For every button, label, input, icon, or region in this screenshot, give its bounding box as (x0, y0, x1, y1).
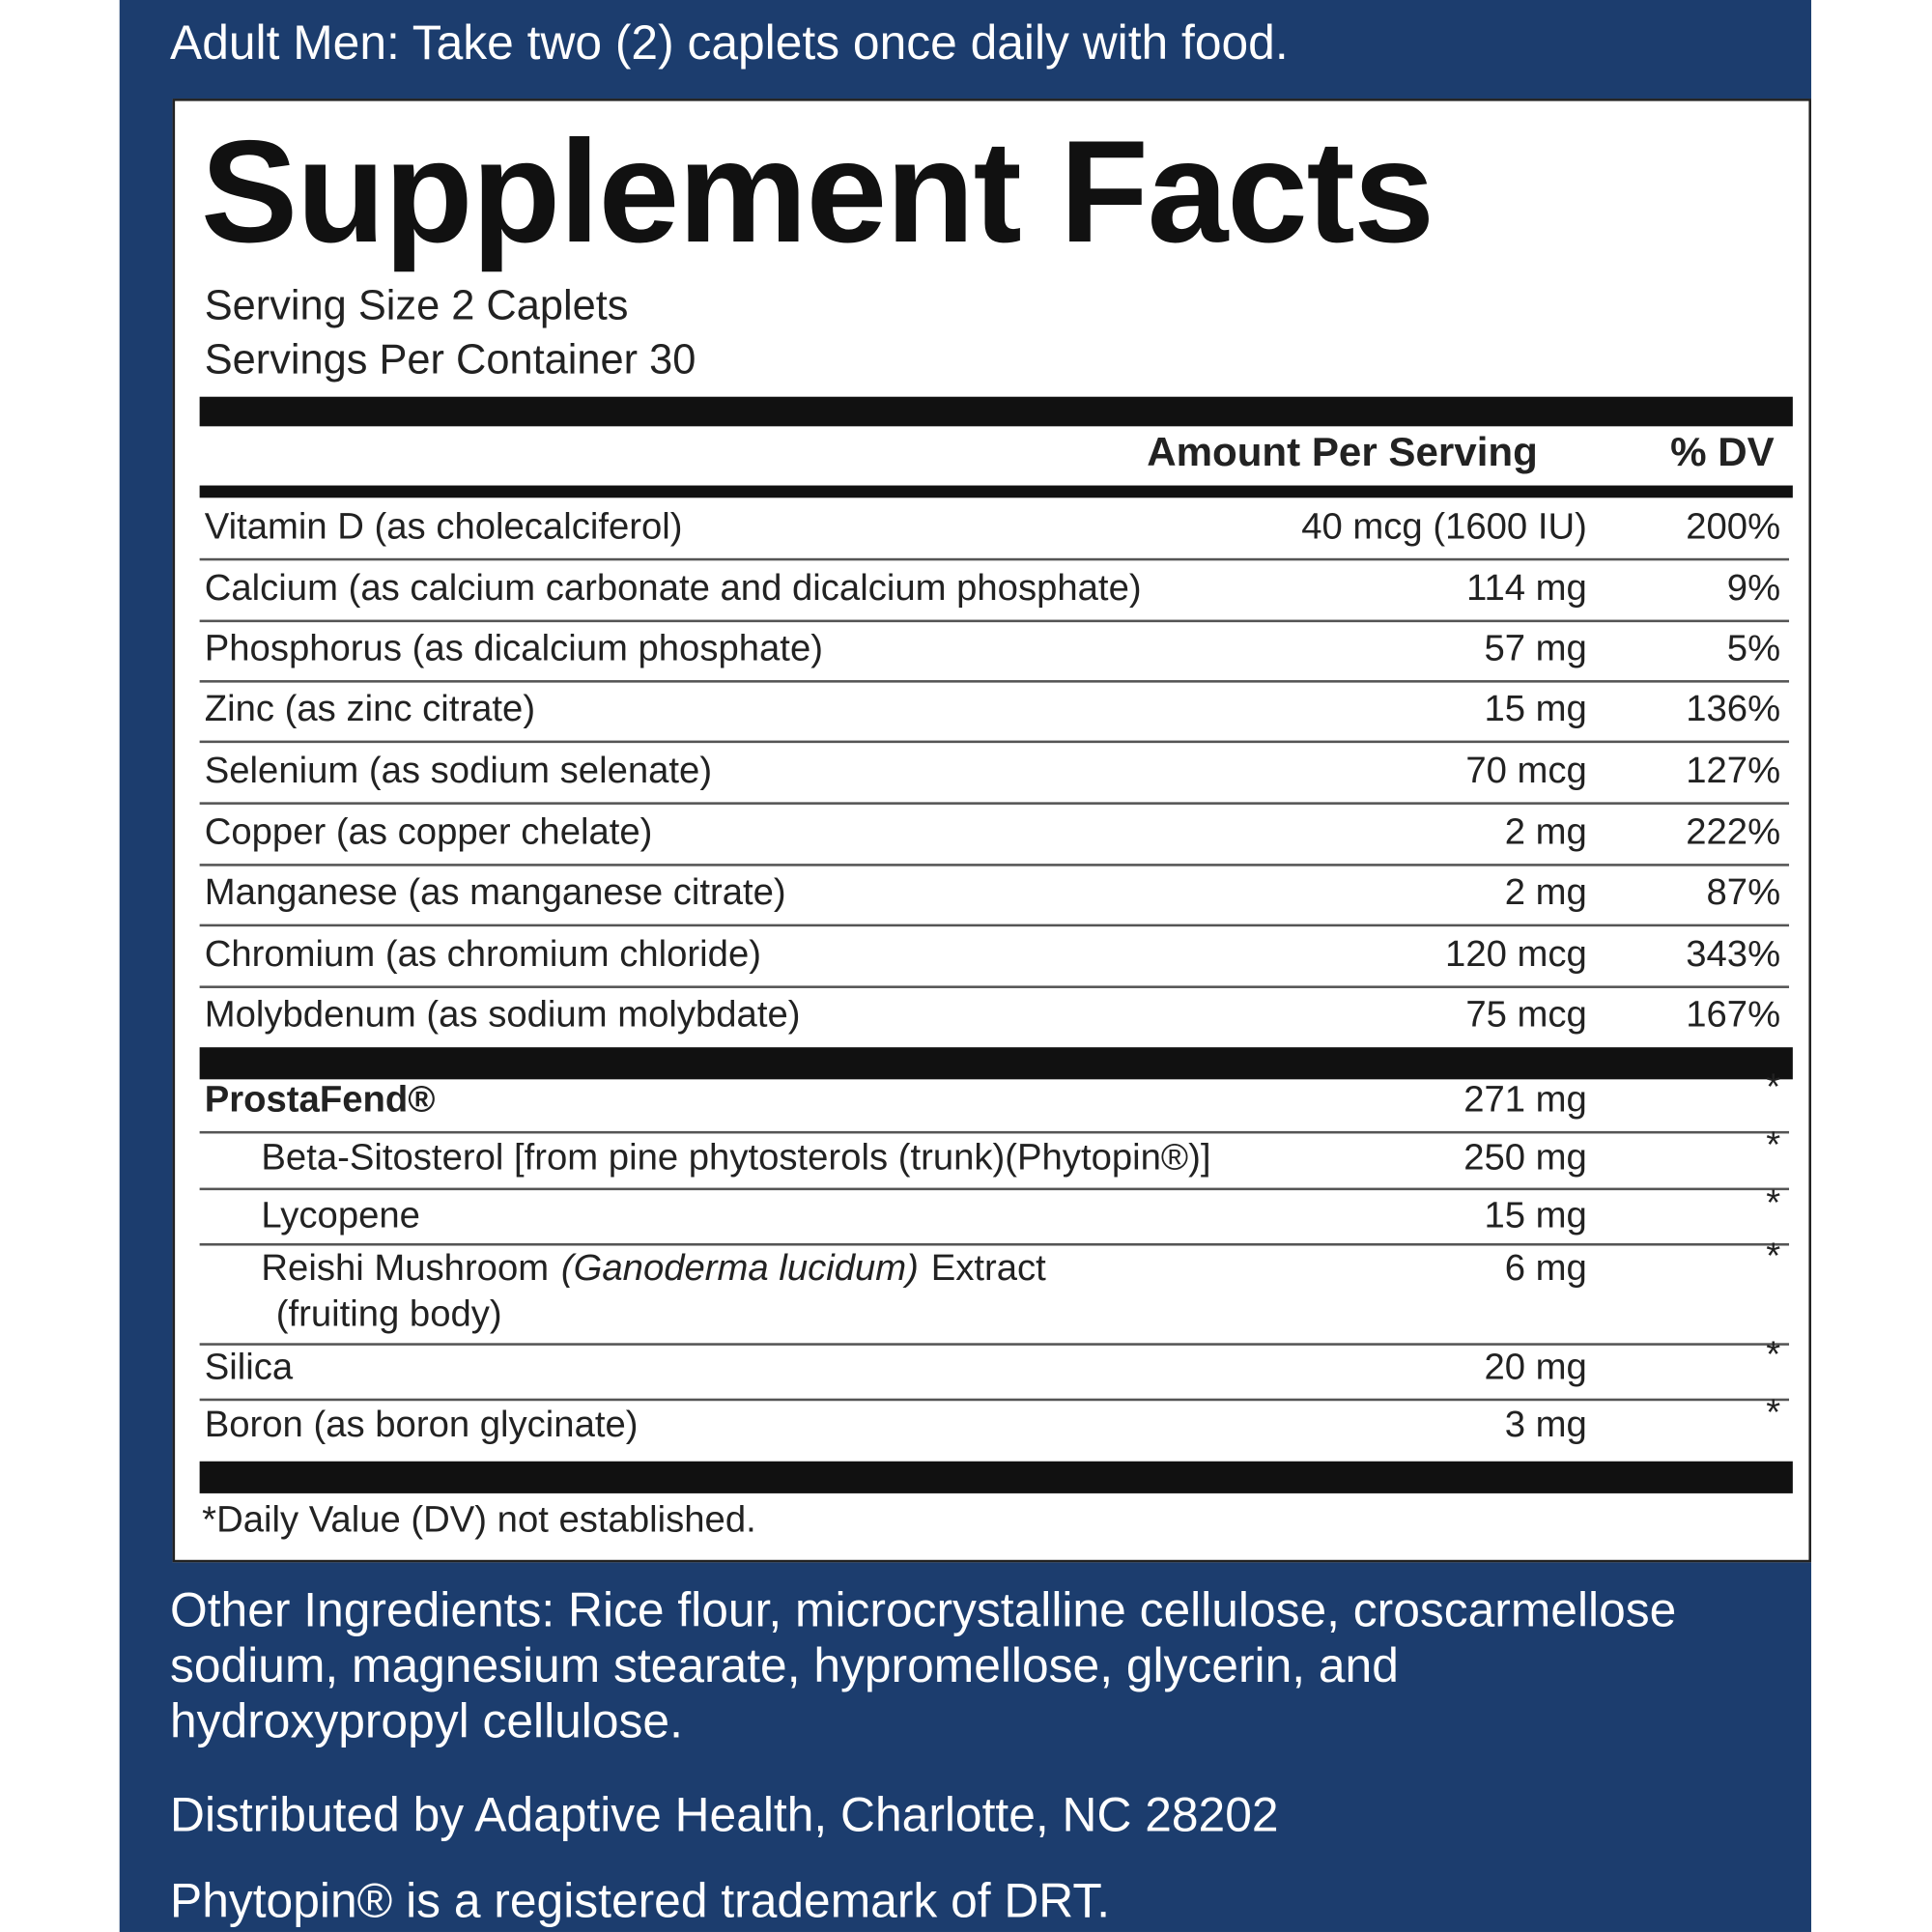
rule (199, 396, 1793, 427)
nutrient-dv: 343% (1686, 933, 1781, 975)
nutrient-name: Lycopene (261, 1195, 420, 1236)
nutrient-name: Selenium (as sodium selenate) (204, 750, 713, 791)
row-line (199, 864, 1790, 867)
nutrient-dv: 200% (1686, 506, 1781, 548)
row-line (199, 680, 1790, 683)
row-line (199, 985, 1790, 988)
rule (199, 1047, 1793, 1080)
distributed: Distributed by Adaptive Health, Charlott… (170, 1789, 1279, 1842)
serving-size: Serving Size 2 Caplets (204, 282, 629, 329)
other-ingredients: Other Ingredients: Rice flour, microcrys… (170, 1584, 1677, 1748)
rule (199, 485, 1793, 498)
header-dv: % DV (1670, 428, 1775, 475)
nutrient-amount: 15 mg (1484, 689, 1587, 730)
name-end: Extract (930, 1248, 1046, 1290)
nutrient-dv: * (1766, 1392, 1781, 1434)
row-line (199, 1242, 1790, 1246)
nutrient-amount: 114 mg (1466, 568, 1587, 610)
nutrient-dv: * (1766, 1182, 1781, 1224)
nutrient-name: Reishi Mushroom (Ganoderma lucidum) Extrac… (261, 1248, 1046, 1290)
row-line (199, 1187, 1790, 1191)
nutrient-dv: * (1766, 1236, 1781, 1277)
footnote: *Daily Value (DV) not established. (202, 1499, 756, 1541)
nutrient-dv: 167% (1686, 994, 1781, 1036)
row-line (199, 740, 1790, 744)
servings-per-container: Servings Per Container 30 (204, 336, 696, 384)
rule (199, 1461, 1793, 1493)
nutrient-dv: * (1766, 1334, 1781, 1376)
nutrient-amount: 3 mg (1504, 1405, 1587, 1446)
nutrient-amount: 15 mg (1484, 1195, 1587, 1236)
nutrient-dv: 87% (1706, 872, 1781, 914)
nutrient-dv: 222% (1686, 811, 1781, 853)
nutrient-name: ProstaFend® (204, 1079, 436, 1121)
nutrient-dv: * (1766, 1124, 1781, 1166)
nutrient-name: Silica (204, 1347, 294, 1388)
nutrient-name: Copper (as copper chelate) (204, 811, 653, 853)
nutrient-dv: 5% (1726, 628, 1781, 669)
nutrient-amount: 2 mg (1504, 811, 1587, 853)
header-amount: Amount Per Serving (1147, 428, 1538, 475)
row-line (199, 923, 1790, 927)
row-line (199, 802, 1790, 805)
latin-name: (Ganoderma lucidum) (560, 1248, 919, 1290)
name-note: (fruiting body) (275, 1293, 502, 1335)
nutrient-name: Vitamin D (as cholecalciferol) (204, 506, 683, 548)
nutrient-dv: 9% (1726, 568, 1781, 610)
nutrient-amount: 75 mcg (1465, 994, 1587, 1036)
nutrient-amount: 120 mcg (1445, 933, 1587, 975)
nutrient-amount: 6 mg (1504, 1248, 1587, 1290)
facts-box (172, 99, 1811, 1563)
nutrient-amount: 271 mg (1463, 1079, 1587, 1121)
instructions: Adult Men: Take two (2) caplets once dai… (170, 16, 1289, 71)
nutrient-amount: 70 mcg (1465, 750, 1587, 791)
title: Supplement Facts (200, 110, 1435, 274)
nutrient-name: Beta-Sitosterol [from pine phytosterols … (261, 1137, 1211, 1179)
nutrient-name: Molybdenum (as sodium molybdate) (204, 994, 801, 1036)
nutrient-name: Chromium (as chromium chloride) (204, 933, 761, 975)
row-line (199, 1343, 1790, 1346)
nutrient-amount: 40 mcg (1600 IU) (1301, 506, 1587, 548)
nutrient-amount: 2 mg (1504, 872, 1587, 914)
row-line (199, 1398, 1790, 1402)
nutrient-name: Boron (as boron glycinate) (204, 1405, 639, 1446)
nutrient-dv: 136% (1686, 689, 1781, 730)
nutrient-amount: 250 mg (1463, 1137, 1587, 1179)
nutrient-name: Calcium (as calcium carbonate and dicalc… (204, 568, 1142, 610)
nutrient-name: Phosphorus (as dicalcium phosphate) (204, 628, 823, 669)
nutrient-name: Zinc (as zinc citrate) (204, 689, 536, 730)
nutrient-name: Manganese (as manganese citrate) (204, 872, 786, 914)
trademark: Phytopin® is a registered trademark of D… (170, 1875, 1111, 1929)
row-line (199, 1130, 1790, 1134)
nutrient-amount: 20 mg (1484, 1347, 1587, 1388)
nutrient-dv: 127% (1686, 750, 1781, 791)
nutrient-amount: 57 mg (1484, 628, 1587, 669)
row-line (199, 557, 1790, 561)
nutrient-dv: * (1766, 1066, 1781, 1108)
row-line (199, 619, 1790, 623)
